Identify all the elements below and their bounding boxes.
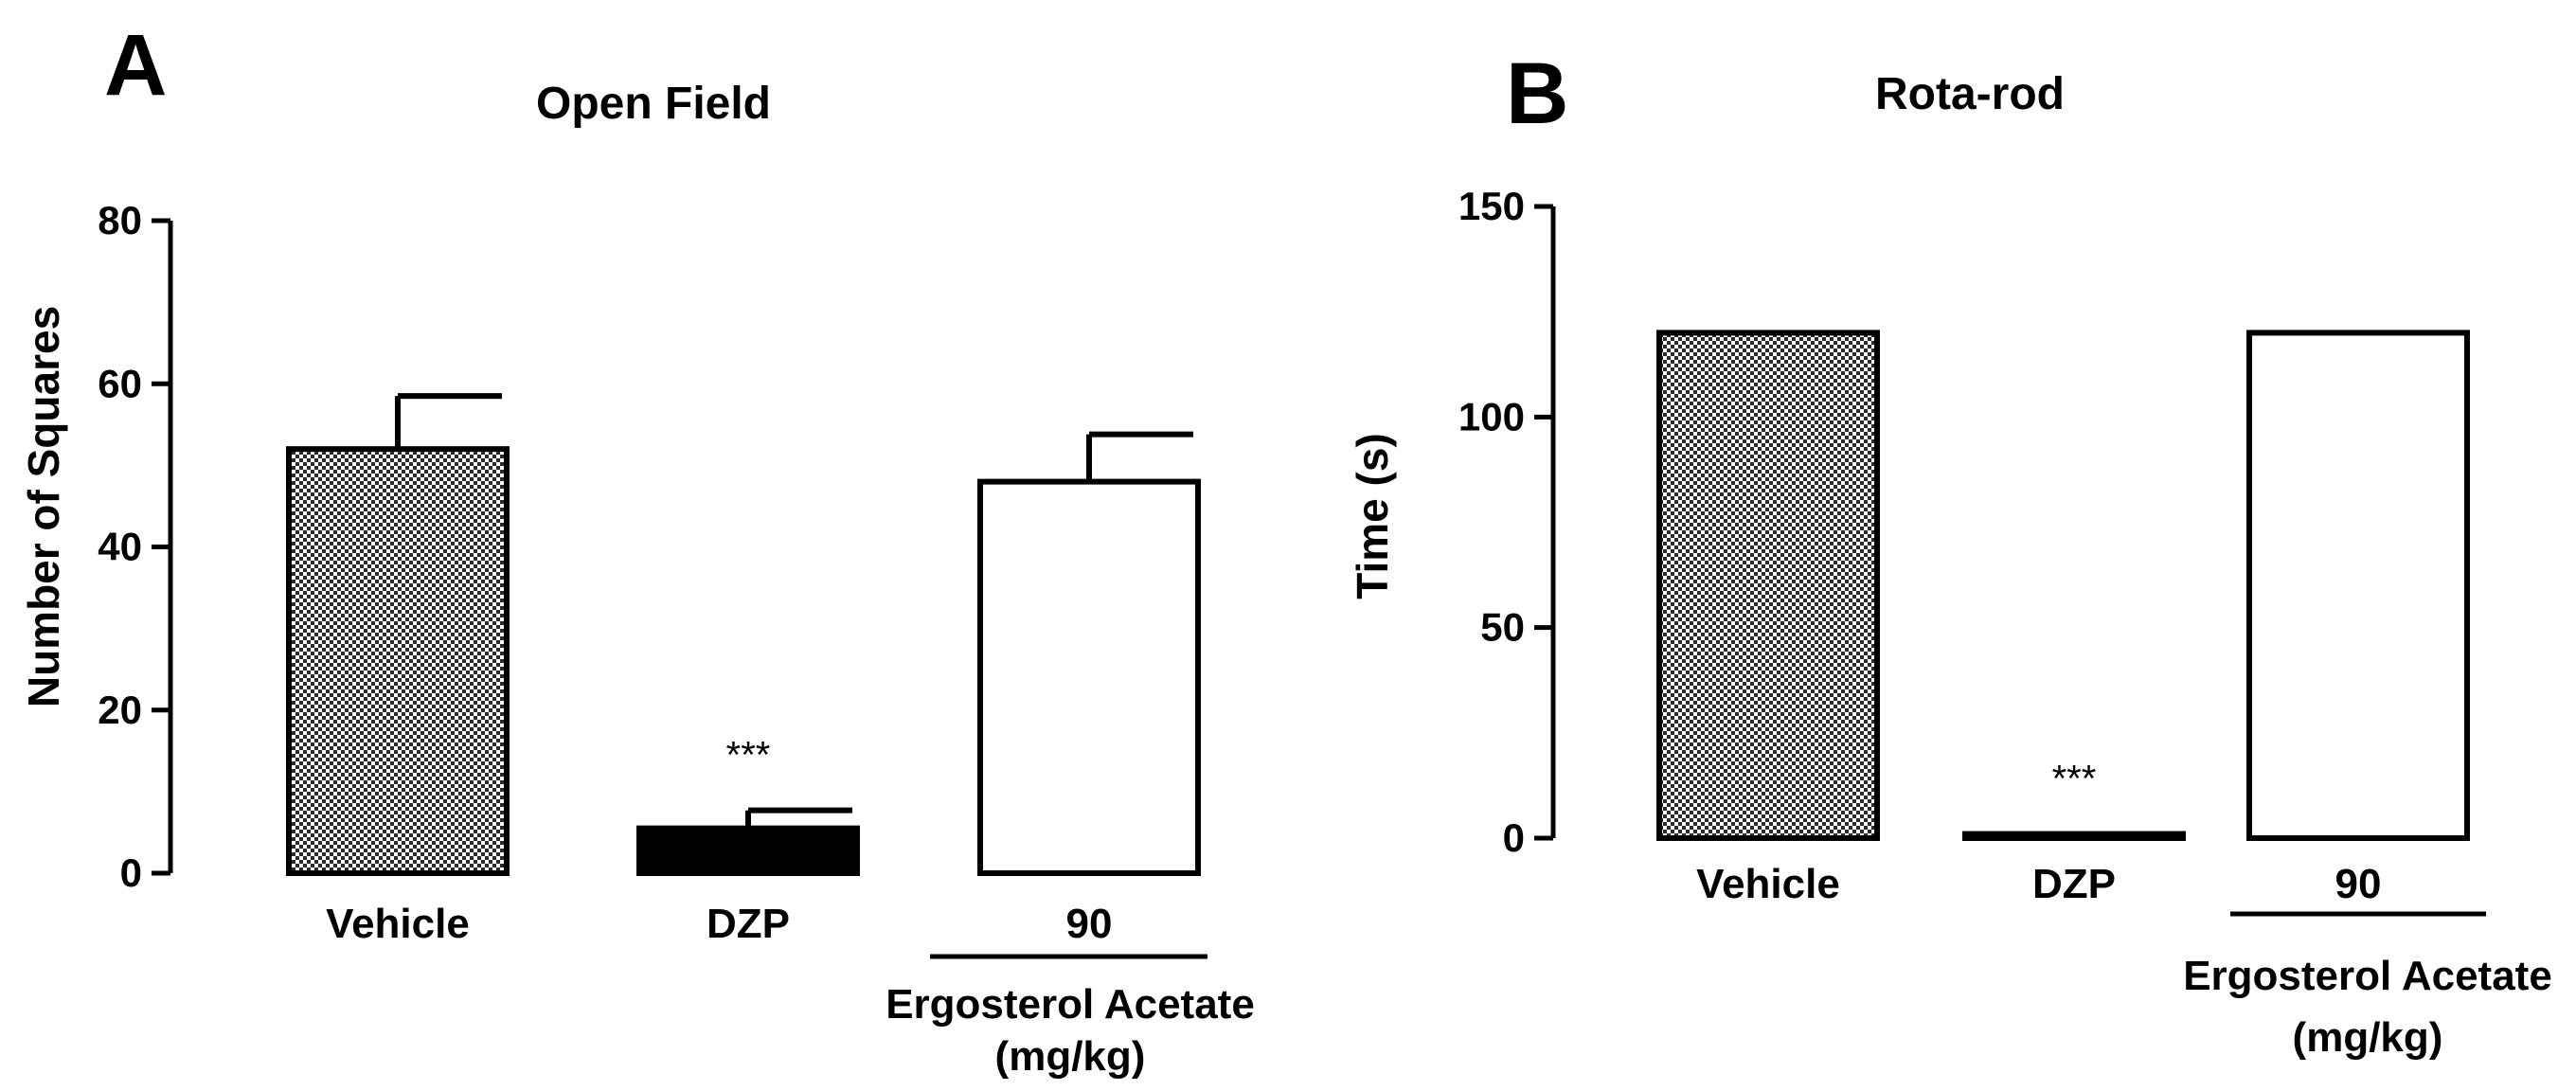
panel-b-significance-marker: *** (2052, 759, 2097, 800)
panel-a: A Open Field Number of Squares 0 20 40 60 80… (19, 17, 1255, 1080)
panel-a-significance-marker: *** (726, 735, 771, 777)
panel-b-label: B (1506, 45, 1568, 142)
panel-b-y-axis-label: Time (s) (1348, 433, 1397, 599)
panel-a-y-tick-label: 0 (120, 850, 142, 895)
panel-b-group-label: Ergosterol Acetate (2183, 953, 2552, 999)
panel-b-bar-dzp (1962, 831, 2186, 842)
panel-b-x-tick-label: 90 (2335, 861, 2382, 907)
panel-a-bar-90 (977, 478, 1201, 876)
panel-b-y-tick-label: 150 (1458, 184, 1525, 228)
panel-b-title: Rota-rod (1875, 69, 2065, 119)
panel-a-title: Open Field (536, 79, 771, 129)
panel-a-x-tick-label: 90 (1066, 901, 1113, 947)
panel-a-y-tick-label: 20 (98, 688, 142, 732)
panel-a-y-tick-label: 40 (98, 525, 142, 569)
panel-a-plot-area: 0 20 40 60 80 Vehicle *** DZP 90 Ergosterol Aceta… (98, 198, 1255, 1080)
panel-a-x-tick-label: Vehicle (326, 901, 470, 947)
panel-a-bar-dzp (636, 825, 860, 876)
panel-a-bar-vehicle (286, 446, 510, 876)
panel-b-y-tick-label: 0 (1503, 815, 1525, 860)
panel-b-x-tick-label: DZP (2032, 861, 2116, 907)
panel-b: B Rota-rod Time (s) 0 50 100 150 Vehicle *** D… (1348, 45, 2552, 1061)
panel-b-bar-90 (2246, 330, 2470, 841)
panel-a-group-unit: (mg/kg) (995, 1033, 1146, 1080)
panel-a-y-tick-label: 80 (98, 198, 142, 242)
panel-b-group-unit: (mg/kg) (2293, 1014, 2443, 1061)
panel-a-y-axis-label: Number of Squares (19, 306, 68, 707)
panel-b-x-tick-label: Vehicle (1696, 861, 1840, 907)
panel-a-label: A (104, 17, 167, 114)
panel-b-plot-area: 0 50 100 150 Vehicle *** DZP 90 Ergosterol Aceta… (1458, 184, 2552, 1061)
panel-b-y-tick-label: 50 (1480, 605, 1525, 650)
panel-b-bar-vehicle (1656, 330, 1880, 841)
panel-a-group-label: Ergosterol Acetate (886, 981, 1255, 1028)
panel-b-y-tick-label: 100 (1458, 394, 1525, 438)
panel-a-x-tick-label: DZP (707, 901, 790, 947)
panel-a-y-tick-label: 60 (98, 361, 142, 405)
